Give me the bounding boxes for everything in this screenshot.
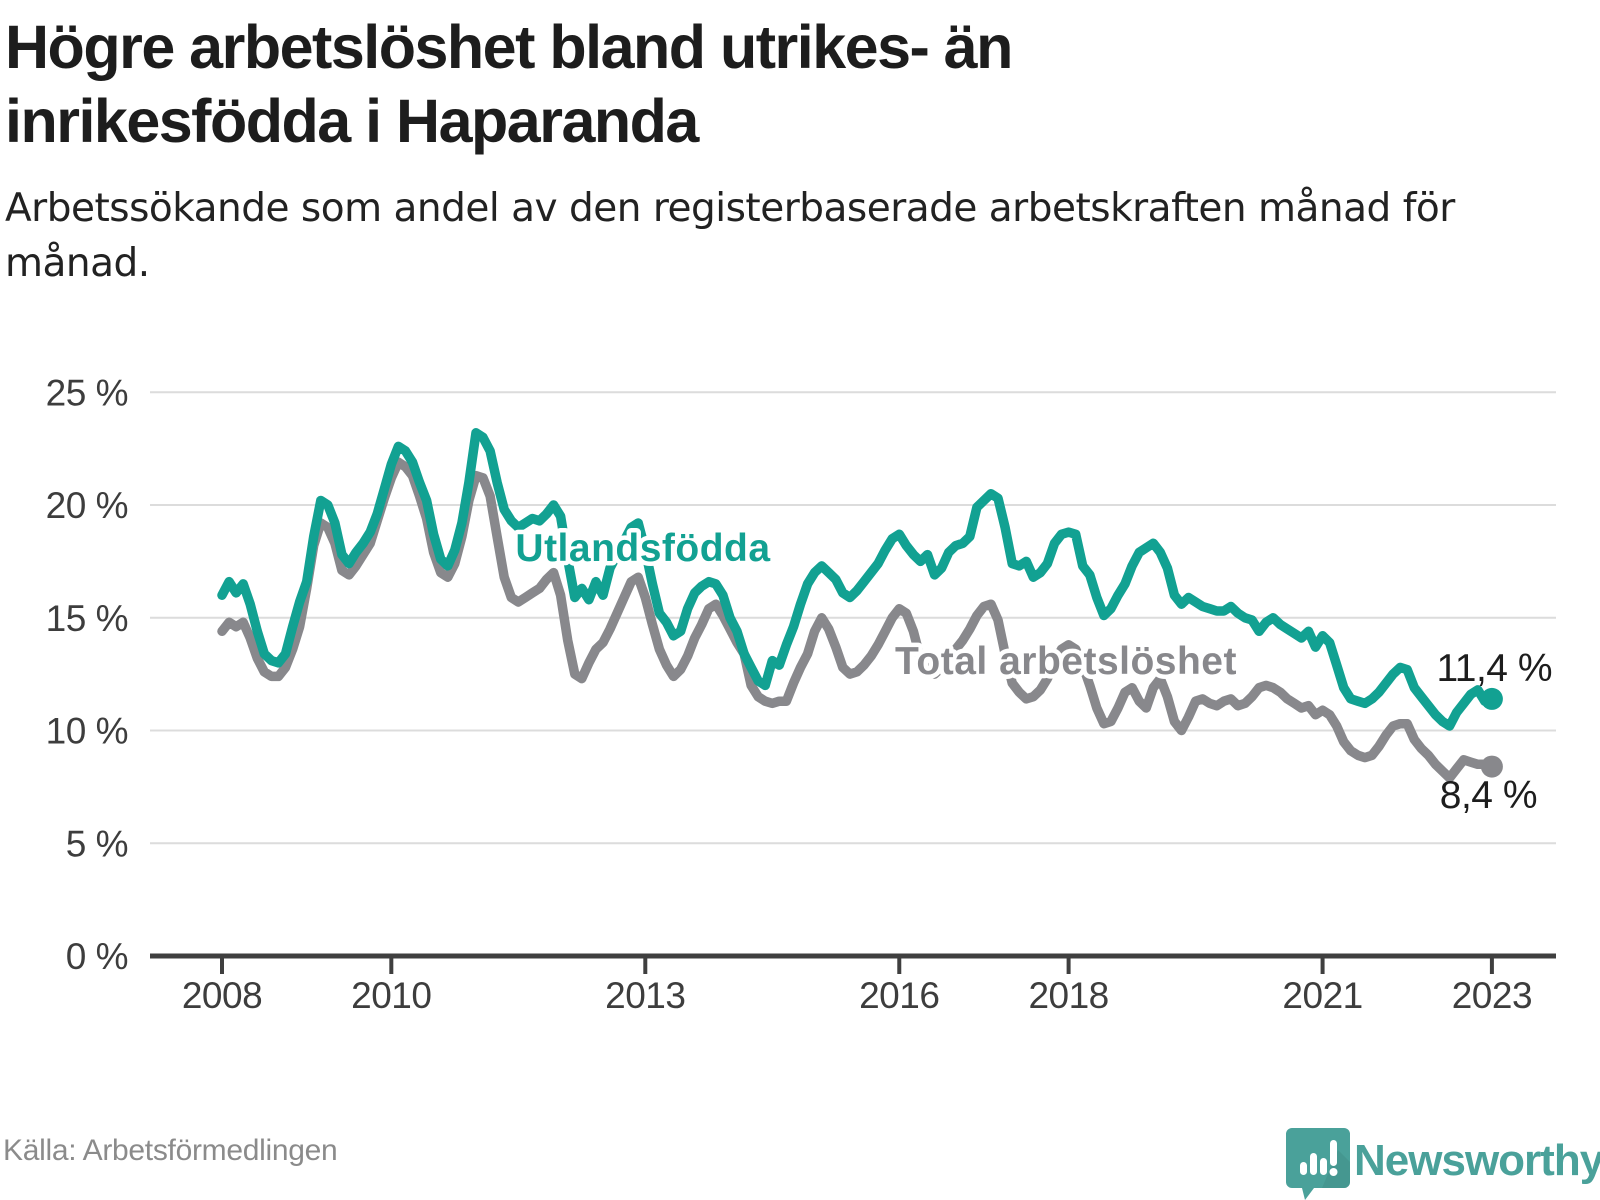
x-axis-tick-label: 2008: [182, 975, 262, 1016]
series-line-utlandsfodda: [217, 428, 1497, 731]
series-end-dot: [1480, 755, 1503, 778]
value-label-utlandsfodda: 11,4 %: [1436, 647, 1552, 690]
value-label-total: 8,4 %: [1440, 774, 1537, 817]
logo-bar-2: [1310, 1153, 1317, 1175]
series-label-utlandsfodda: Utlandsfödda: [515, 527, 770, 570]
x-axis-tick-label: 2023: [1452, 975, 1532, 1016]
brand-wordmark: Newsworthy: [1354, 1136, 1600, 1185]
y-axis-tick-label: 15 %: [46, 598, 128, 639]
x-axis-tick-label: 2010: [351, 975, 431, 1016]
series-end-dot: [1480, 687, 1503, 710]
y-axis-tick-label: 25 %: [46, 372, 128, 413]
logo-exclamation-dot: [1329, 1168, 1338, 1176]
x-axis-tick-label: 2018: [1028, 975, 1108, 1016]
newsworthy-logo-icon: [1286, 1128, 1350, 1200]
x-axis-tick-label: 2013: [605, 975, 685, 1016]
y-axis-tick-label: 20 %: [46, 485, 128, 526]
y-axis-tick-label: 10 %: [46, 711, 128, 752]
logo-bar-3: [1320, 1158, 1327, 1175]
logo-bar-1: [1300, 1162, 1307, 1175]
x-axis-tick-label: 2021: [1282, 975, 1362, 1016]
y-axis-tick-label: 5 %: [66, 823, 128, 864]
logo-exclamation-bar: [1330, 1140, 1337, 1166]
series-line-total: [217, 457, 1497, 783]
source-note: Källa: Arbetsförmedlingen: [3, 1134, 338, 1167]
series-label-total: Total arbetslöshet: [895, 640, 1237, 683]
chart-subtitle: Arbetssökande som andel av den registerb…: [5, 186, 1455, 286]
x-axis-tick-label: 2016: [859, 975, 939, 1016]
page-title: Högre arbetslöshet bland utrikes- än inr…: [5, 13, 1013, 156]
y-axis-tick-label: 0 %: [66, 936, 128, 977]
